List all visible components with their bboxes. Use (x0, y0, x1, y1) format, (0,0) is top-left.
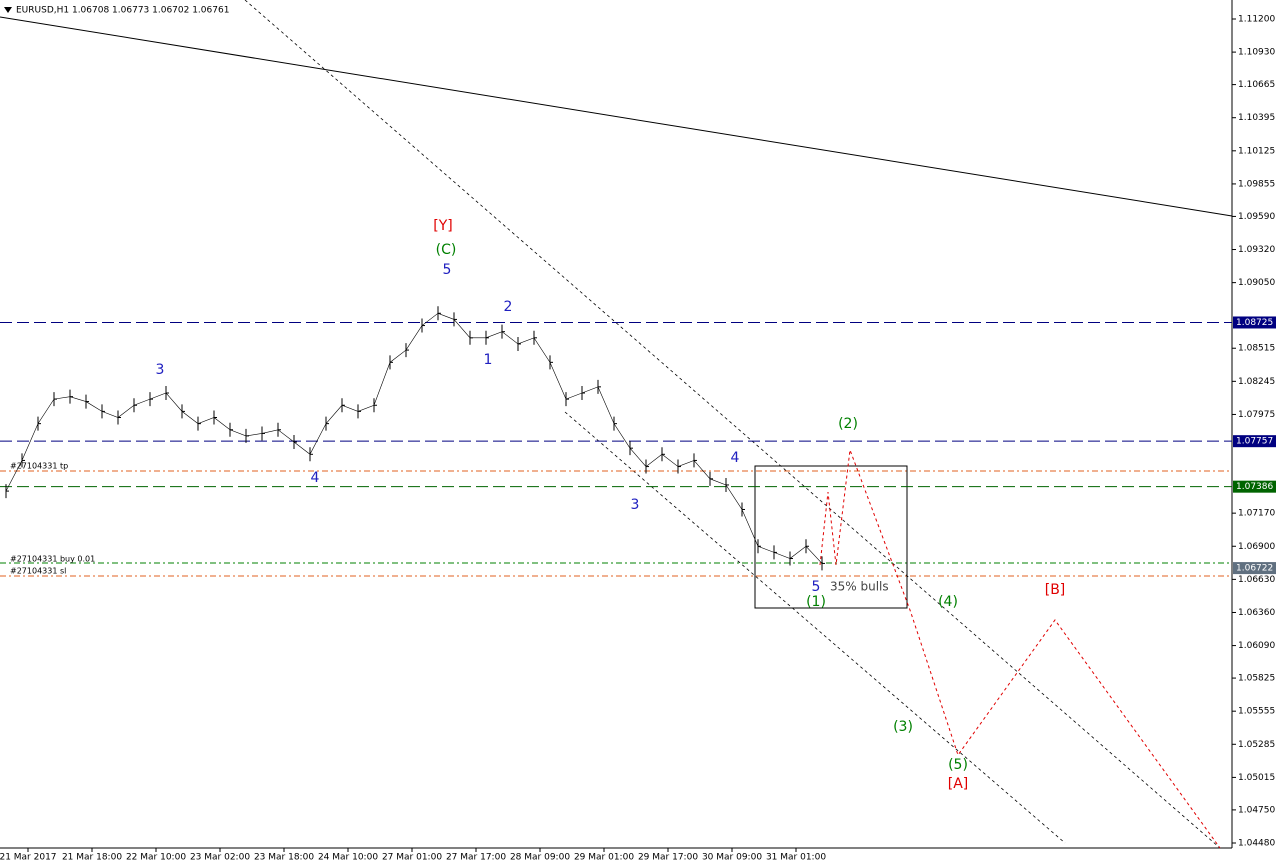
price-line (5, 312, 823, 564)
order-label: #27104331 tp (10, 462, 68, 471)
level-label: 1.07757 (1236, 437, 1273, 447)
wave-label: 1 (484, 352, 493, 368)
box (754, 465, 908, 609)
price-tick-label: 1.06630 (1238, 575, 1275, 585)
wave-label: (2) (838, 416, 858, 432)
price-tick-label: 1.07975 (1238, 410, 1275, 420)
price-tick-label: 1.07170 (1238, 509, 1275, 519)
wave-label: 2 (504, 299, 513, 315)
wave-label: (5) (948, 757, 968, 773)
price-tick-label: 1.05825 (1238, 674, 1275, 684)
order-label: #27104331 buy 0.01 (10, 555, 95, 564)
wave-label: [B] (1045, 582, 1066, 598)
price-tick-label: 1.08245 (1238, 377, 1275, 387)
wave-label: (3) (893, 719, 913, 735)
price-tick-label: 1.09855 (1238, 179, 1275, 189)
level-label: 1.07386 (1236, 482, 1273, 492)
price-tick-label: 1.05015 (1238, 773, 1275, 783)
wave-label: 5 (443, 262, 452, 278)
price-tick-label: 1.05285 (1238, 740, 1275, 750)
time-tick-label: 23 Mar 18:00 (254, 853, 314, 863)
price-tick-label: 1.06360 (1238, 608, 1275, 618)
time-tick-label: 24 Mar 10:00 (318, 853, 378, 863)
level-label: 1.06722 (1236, 564, 1273, 574)
price-tick-label: 1.04750 (1238, 805, 1275, 815)
order-label: #27104331 sl (10, 567, 66, 576)
level-box (1233, 435, 1276, 448)
price-tick-label: 1.09050 (1238, 278, 1275, 288)
price-tick-label: 1.09320 (1238, 245, 1275, 255)
time-tick-label: 30 Mar 09:00 (702, 853, 762, 863)
time-tick-label: 21 Mar 2017 (0, 853, 57, 863)
wave-label: [Y] (433, 218, 452, 234)
time-tick-label: 23 Mar 02:00 (190, 853, 250, 863)
wave-label: 5 (812, 579, 821, 595)
wave-label: (1) (806, 594, 826, 610)
wave-label: 3 (631, 497, 640, 513)
level-box (1233, 316, 1276, 329)
level-box (1233, 480, 1276, 493)
price-tick-label: 1.10395 (1238, 113, 1275, 123)
wave-label: 3 (156, 362, 165, 378)
level-label: 1.08725 (1236, 318, 1273, 328)
price-tick-label: 1.10930 (1238, 48, 1275, 58)
header: EURUSD,H1 1.06708 1.06773 1.06702 1.0676… (16, 6, 229, 16)
wave-label: [A] (948, 776, 969, 792)
time-tick-label: 29 Mar 01:00 (574, 853, 634, 863)
channel-line (244, 0, 1221, 849)
trend-line (0, 16, 1233, 217)
price-tick-label: 1.06090 (1238, 641, 1275, 651)
price-tick-label: 1.10125 (1238, 146, 1275, 156)
time-tick-label: 31 Mar 01:00 (766, 853, 826, 863)
level-box (1233, 562, 1276, 575)
wave-label: 4 (731, 450, 740, 466)
price-tick-label: 1.05555 (1238, 707, 1275, 717)
forecast-path (819, 449, 1221, 849)
menu-arrow[interactable] (4, 7, 12, 13)
price-tick-label: 1.04480 (1238, 839, 1275, 849)
time-tick-label: 21 Mar 18:00 (62, 853, 122, 863)
time-tick-label: 22 Mar 10:00 (126, 853, 186, 863)
time-tick-label: 29 Mar 17:00 (638, 853, 698, 863)
price-tick-label: 1.09590 (1238, 212, 1275, 222)
time-tick-label: 27 Mar 17:00 (446, 853, 506, 863)
wave-label: 4 (311, 470, 320, 486)
price-tick-label: 1.08515 (1238, 344, 1275, 354)
price-tick-label: 1.06900 (1238, 542, 1275, 552)
wave-label: (4) (938, 594, 958, 610)
price-tick-label: 1.11200 (1238, 15, 1275, 25)
wave-label: (C) (436, 242, 457, 258)
time-tick-label: 28 Mar 09:00 (510, 853, 570, 863)
price-tick-label: 1.10665 (1238, 80, 1275, 90)
annotation: 35% bulls (830, 580, 889, 594)
time-tick-label: 27 Mar 01:00 (382, 853, 442, 863)
channel-line (564, 411, 1066, 844)
